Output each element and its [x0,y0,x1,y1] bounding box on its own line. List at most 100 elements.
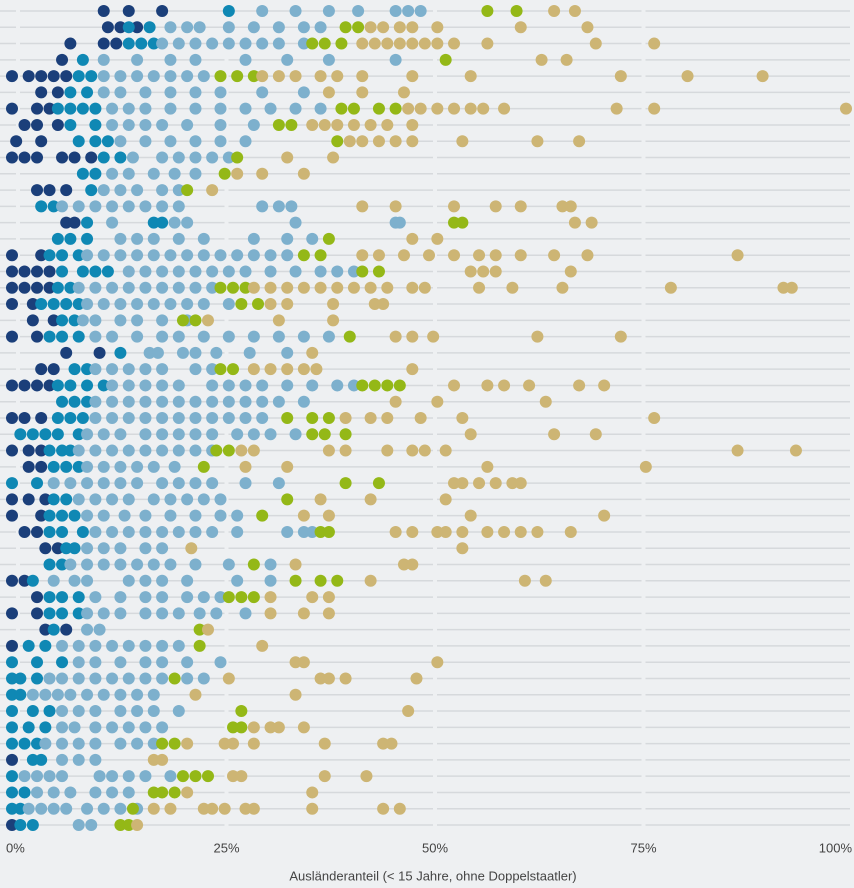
dot [72,705,85,718]
dot [14,688,27,701]
dot [564,525,577,538]
dot [189,428,202,441]
dot [97,5,110,17]
dot [114,737,127,750]
dot [6,444,18,457]
dot [143,21,156,34]
dot [60,802,73,815]
dot [131,737,144,750]
dot [89,363,102,376]
dot [81,542,94,555]
dot [31,281,44,294]
dot [18,379,31,392]
dot [314,493,327,506]
dot [648,412,661,424]
dot [18,786,31,799]
dot [172,477,185,490]
dot [139,379,152,392]
dot [464,102,477,115]
dot [60,460,73,473]
dot [51,118,64,131]
dot [314,281,327,294]
dot [247,428,260,441]
dot [197,460,210,473]
dot [598,379,611,392]
dot [164,770,177,783]
dot [72,460,85,473]
dot [6,379,18,392]
dot [206,281,219,294]
dot [189,525,202,538]
dot [31,102,44,115]
dot [35,444,48,457]
dot [56,200,69,213]
dot [181,591,194,604]
dot [189,558,202,571]
dot [68,363,81,376]
dot [206,477,219,490]
dot [581,249,594,262]
dot [89,330,102,343]
dot [72,737,85,750]
dot [72,639,85,652]
dot [406,558,419,571]
dot [114,232,127,245]
dot [306,346,319,359]
dot [68,216,81,229]
dot [381,379,394,392]
dot [239,102,252,115]
dot [72,135,85,148]
dot [89,525,102,538]
dot [331,574,344,587]
dot [56,737,69,750]
dot [81,249,94,262]
dot [31,672,44,685]
dot [39,721,52,734]
dot [164,493,177,506]
dot [222,37,235,50]
dot [43,265,56,278]
dot [47,623,60,636]
dot [106,379,119,392]
dot [56,639,69,652]
dot [114,21,127,34]
dot [101,135,114,148]
dot [731,249,744,262]
dot [247,363,260,376]
dot [327,151,340,164]
dot [456,216,469,229]
dot [181,70,194,83]
dot [97,53,110,66]
dot [156,721,169,734]
dot [6,151,18,164]
dot [281,525,294,538]
dot [247,118,260,131]
dot [81,395,94,408]
dot [464,509,477,522]
dot [481,525,494,538]
dot [172,379,185,392]
dot [272,70,285,83]
dot [172,330,185,343]
dot [314,525,327,538]
dot [239,265,252,278]
dot [448,200,461,213]
dot [331,265,344,278]
dot [222,412,235,424]
dot [406,37,419,50]
dot [272,477,285,490]
dot [322,412,335,424]
dot [60,184,73,197]
dot [6,639,18,652]
dot [56,591,69,604]
x-tick-label: 0% [6,840,25,855]
dot [264,281,277,294]
dot [97,509,110,522]
dot [448,216,461,229]
dot [239,477,252,490]
dot [43,607,56,620]
dot [389,525,402,538]
dot [64,102,77,115]
dot [252,298,265,311]
dot [343,330,356,343]
